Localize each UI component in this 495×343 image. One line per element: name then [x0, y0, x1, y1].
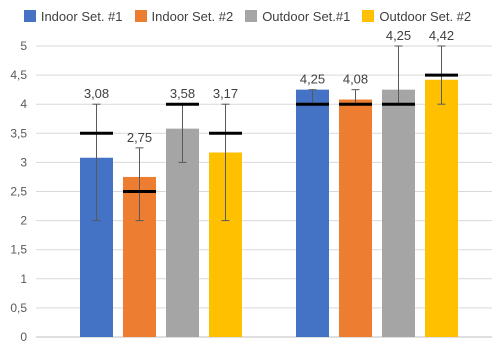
bar: [166, 128, 199, 337]
legend-label-outdoor-1: Outdoor Set.#1: [262, 8, 351, 24]
y-tick-label: 0,5: [10, 301, 27, 315]
data-label: 4,08: [343, 72, 368, 87]
legend-swatch-outdoor-1: [245, 10, 258, 22]
legend: Indoor Set. #1 Indoor Set. #2 Outdoor Se…: [0, 5, 495, 27]
legend-swatch-indoor-1: [23, 10, 36, 22]
y-tick-label: 2,5: [10, 185, 27, 199]
legend-item-outdoor-1: Outdoor Set.#1: [245, 5, 350, 27]
y-tick-label: 3,5: [10, 126, 27, 140]
data-label: 4,25: [300, 72, 325, 87]
legend-item-outdoor-2: Outdoor Set. #2: [362, 5, 471, 27]
data-label: 4,42: [429, 28, 454, 43]
y-tick-label: 4: [20, 97, 27, 111]
y-tick-label: 1,5: [10, 243, 27, 257]
data-label: 3,58: [170, 86, 195, 101]
data-label: 4,25: [386, 28, 411, 43]
legend-swatch-outdoor-2: [362, 10, 375, 22]
y-tick-label: 5: [20, 39, 27, 53]
data-label: 2,75: [127, 130, 152, 145]
data-label: 3,08: [84, 86, 109, 101]
y-tick-label: 3: [20, 155, 27, 169]
data-label: 3,17: [213, 86, 238, 101]
y-tick-label: 2: [20, 214, 27, 228]
bar: [296, 89, 329, 338]
bar: [339, 99, 372, 337]
legend-label-indoor-1: Indoor Set. #1: [40, 8, 123, 24]
legend-label-outdoor-2: Outdoor Set. #2: [379, 8, 472, 24]
legend-item-indoor-2: Indoor Set. #2: [134, 5, 234, 27]
legend-item-indoor-1: Indoor Set. #1: [23, 5, 123, 27]
bar: [382, 89, 415, 338]
y-tick-label: 0: [20, 330, 27, 343]
y-tick-label: 4,5: [10, 68, 27, 82]
legend-swatch-indoor-2: [134, 10, 147, 22]
y-tick-label: 1: [20, 272, 27, 286]
legend-label-indoor-2: Indoor Set. #2: [151, 8, 234, 24]
bar: [425, 79, 458, 338]
